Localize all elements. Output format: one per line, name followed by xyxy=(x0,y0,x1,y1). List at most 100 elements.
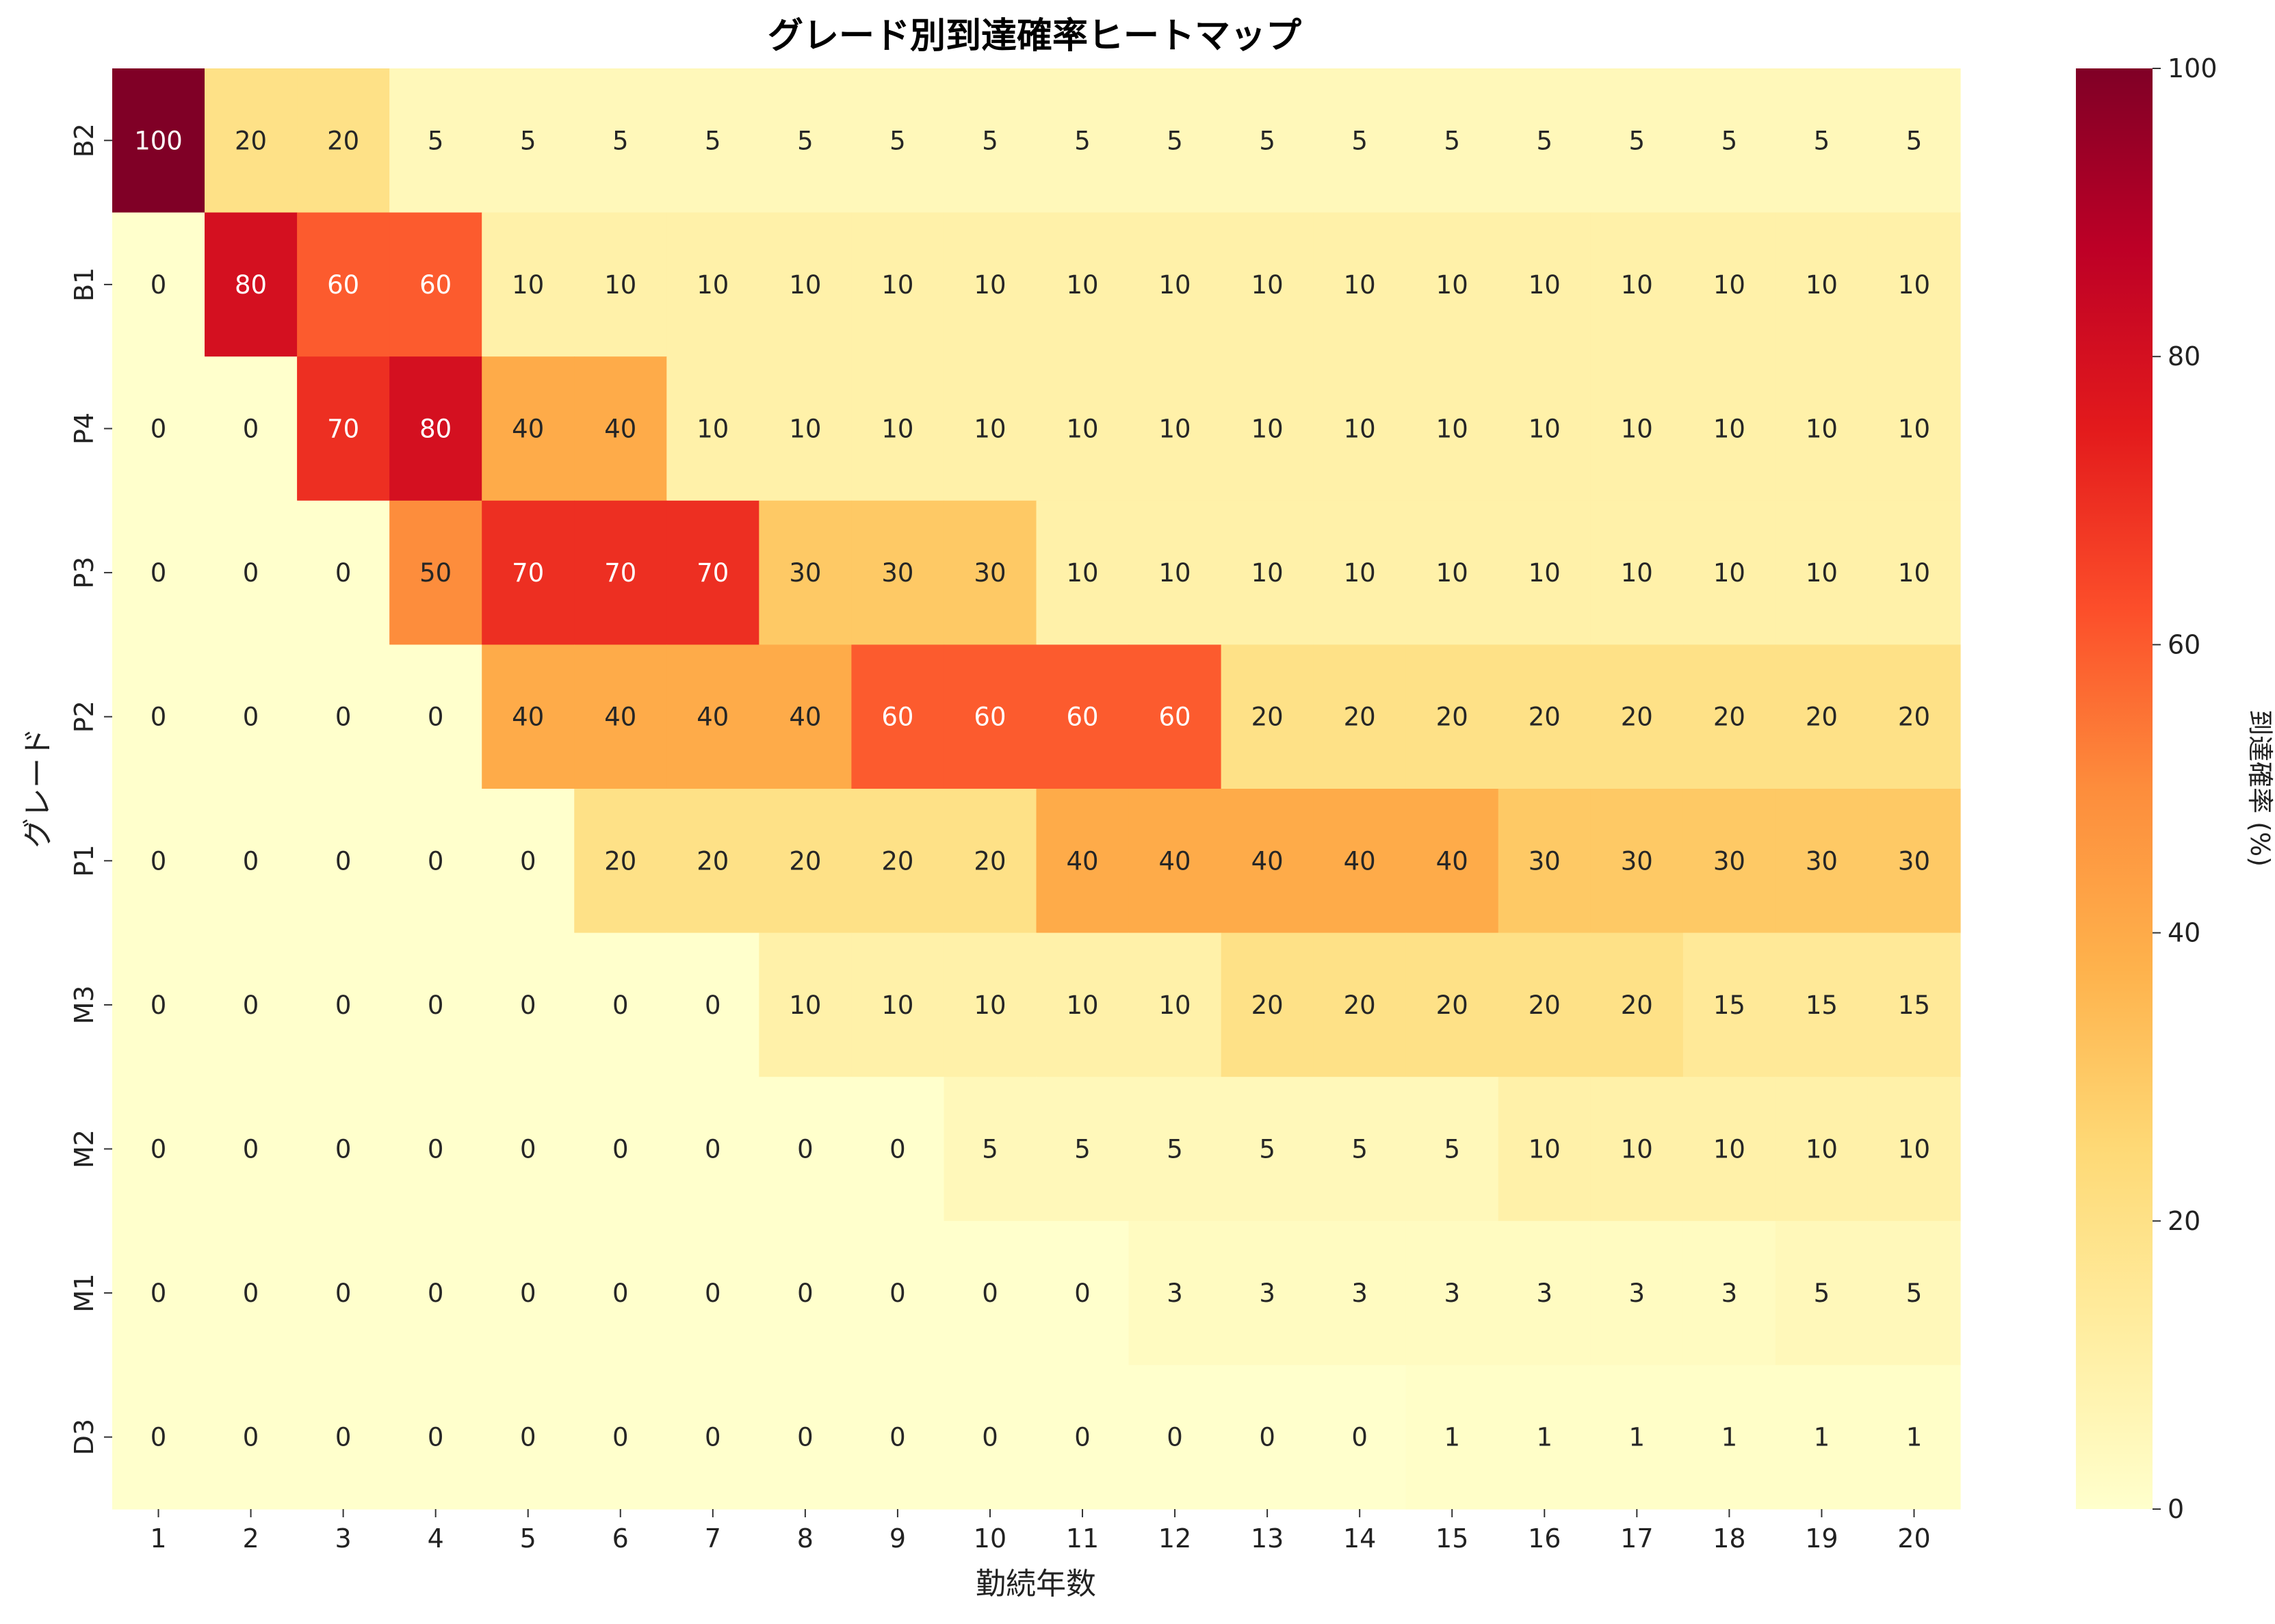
cell-value-label: 30 xyxy=(881,558,913,588)
cell-value-label: 20 xyxy=(789,846,821,876)
heatmap-cell xyxy=(1867,644,1961,789)
y-axis-ticks: B2 B1 P4 P3 P2 P1 M3 M2 M1 D3 xyxy=(69,123,112,1455)
heatmap-cell xyxy=(1036,356,1130,501)
heatmap-cell xyxy=(759,1220,852,1365)
x-tick-label: 18 xyxy=(1713,1523,1745,1554)
cell-value-label: 5 xyxy=(982,1135,998,1164)
heatmap-cell xyxy=(1313,1220,1407,1365)
heatmap-cell xyxy=(389,644,482,789)
heatmap-cell xyxy=(205,644,298,789)
cell-value-label: 0 xyxy=(797,1135,814,1164)
cell-value-label: 0 xyxy=(151,703,167,732)
heatmap-cell xyxy=(1775,356,1869,501)
heatmap-cell xyxy=(1313,1077,1407,1222)
y-tick-label: D3 xyxy=(69,1419,99,1455)
heatmap-cell xyxy=(1313,500,1407,645)
heatmap-cell xyxy=(1590,1220,1684,1365)
cell-value-label: 10 xyxy=(881,270,913,300)
heatmap-cell xyxy=(1221,789,1314,934)
cell-value-label: 5 xyxy=(428,126,444,155)
colorbar-label: 到達確率 (%) xyxy=(2245,709,2275,867)
cell-value-label: 0 xyxy=(428,1135,444,1164)
heatmap-cell xyxy=(759,789,852,934)
cell-value-label: 1 xyxy=(1906,1423,1923,1452)
heatmap-cell xyxy=(666,500,759,645)
cell-value-label: 20 xyxy=(1251,991,1284,1020)
cell-value-label: 0 xyxy=(151,1423,167,1452)
heatmap-cell xyxy=(574,1365,667,1510)
cell-value-label: 0 xyxy=(243,1135,259,1164)
cell-value-label: 0 xyxy=(243,1279,259,1308)
colorbar-tick-label: 100 xyxy=(2168,53,2218,83)
cell-value-label: 40 xyxy=(512,415,544,444)
heatmap-cell xyxy=(1313,68,1407,213)
heatmap-cell xyxy=(297,68,390,213)
heatmap-cell xyxy=(1775,644,1869,789)
heatmap-cell xyxy=(1313,212,1407,357)
heatmap-cell xyxy=(1682,932,1776,1077)
cell-value-label: 30 xyxy=(974,558,1006,588)
heatmap-cell xyxy=(1128,356,1222,501)
cell-value-label: 10 xyxy=(1436,270,1468,300)
heatmap-cell xyxy=(1590,789,1684,934)
cell-value-label: 10 xyxy=(697,270,729,300)
cell-value-label: 40 xyxy=(1159,846,1191,876)
heatmap-cell xyxy=(205,500,298,645)
cell-value-label: 1 xyxy=(1537,1423,1553,1452)
heatmap-cell xyxy=(1128,644,1222,789)
cell-value-label: 20 xyxy=(235,126,267,155)
cell-value-label: 10 xyxy=(789,270,821,300)
heatmap-cell xyxy=(1498,500,1591,645)
cell-value-label: 10 xyxy=(1806,415,1838,444)
cell-value-label: 5 xyxy=(1906,126,1923,155)
heatmap-cell xyxy=(1498,1365,1591,1510)
cell-value-label: 5 xyxy=(797,126,814,155)
cell-value-label: 40 xyxy=(604,703,636,732)
cell-value-label: 0 xyxy=(982,1279,998,1308)
heatmap-cell xyxy=(1405,500,1499,645)
cell-value-label: 0 xyxy=(520,1279,536,1308)
cell-value-label: 1 xyxy=(1629,1423,1646,1452)
cell-value-label: 30 xyxy=(1713,846,1745,876)
y-tick-label: P2 xyxy=(69,700,99,733)
cell-value-label: 20 xyxy=(1436,991,1468,1020)
cell-value-label: 20 xyxy=(1806,703,1838,732)
heatmap-cell xyxy=(1867,500,1961,645)
cell-value-label: 5 xyxy=(1906,1279,1923,1308)
cell-value-label: 0 xyxy=(1259,1423,1275,1452)
heatmap-cell xyxy=(1036,500,1130,645)
cell-value-label: 80 xyxy=(419,415,452,444)
cell-value-label: 10 xyxy=(1529,1135,1561,1164)
heatmap-cell xyxy=(1682,1077,1776,1222)
cell-value-label: 0 xyxy=(428,991,444,1020)
heatmap-cell xyxy=(574,789,667,934)
heatmap-cell xyxy=(1775,68,1869,213)
heatmap-cell xyxy=(1405,1077,1499,1222)
heatmap-cell xyxy=(759,1365,852,1510)
cell-value-label: 0 xyxy=(1074,1423,1091,1452)
heatmap-cell xyxy=(1036,1077,1130,1222)
cell-value-label: 15 xyxy=(1806,991,1838,1020)
heatmap-cell xyxy=(759,212,852,357)
cell-value-label: 10 xyxy=(512,270,544,300)
cell-value-label: 10 xyxy=(789,415,821,444)
cell-value-label: 20 xyxy=(1251,703,1284,732)
cell-value-label: 0 xyxy=(243,558,259,588)
cell-value-label: 0 xyxy=(889,1135,906,1164)
heatmap-cell xyxy=(1405,932,1499,1077)
heatmap-cell xyxy=(389,1365,482,1510)
colorbar: 0 20 40 60 80 100 xyxy=(2076,53,2218,1524)
cell-value-label: 10 xyxy=(881,991,913,1020)
cell-value-label: 10 xyxy=(974,991,1006,1020)
heatmap-cell xyxy=(205,932,298,1077)
y-tick-label: P3 xyxy=(69,557,99,589)
x-tick-label: 11 xyxy=(1066,1523,1099,1554)
cell-value-label: 5 xyxy=(889,126,906,155)
cell-value-label: 5 xyxy=(705,126,721,155)
heatmap-cell xyxy=(1867,1365,1961,1510)
heatmap-cell xyxy=(297,1077,390,1222)
heatmap-cell xyxy=(1590,932,1684,1077)
heatmap-cell xyxy=(1036,1365,1130,1510)
heatmap-cell xyxy=(1682,68,1776,213)
cell-value-label: 3 xyxy=(1537,1279,1553,1308)
